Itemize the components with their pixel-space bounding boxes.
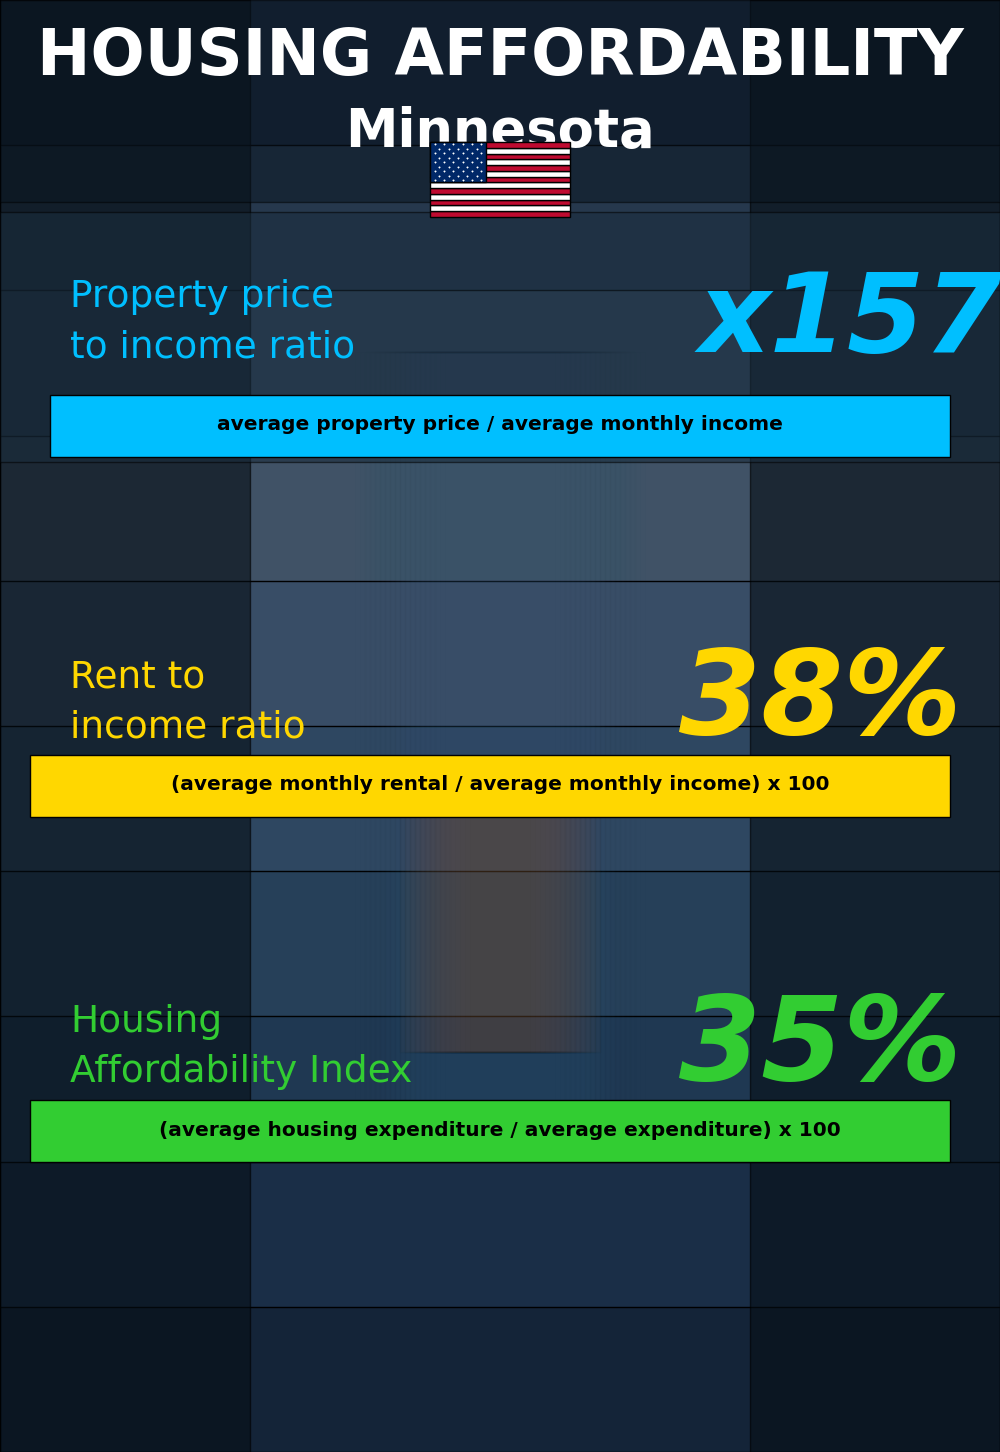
FancyBboxPatch shape (0, 1157, 1000, 1307)
FancyBboxPatch shape (430, 189, 570, 195)
FancyBboxPatch shape (50, 395, 950, 457)
FancyBboxPatch shape (0, 576, 1000, 726)
Text: average property price / average monthly income: average property price / average monthly… (217, 415, 783, 434)
FancyBboxPatch shape (0, 722, 1000, 871)
FancyBboxPatch shape (750, 0, 1000, 1452)
Text: HOUSING AFFORDABILITY: HOUSING AFFORDABILITY (37, 26, 963, 89)
FancyBboxPatch shape (430, 211, 570, 216)
Text: Minnesota: Minnesota (345, 106, 655, 158)
FancyBboxPatch shape (0, 0, 1000, 202)
Text: Rent to
income ratio: Rent to income ratio (70, 659, 306, 745)
Text: (average housing expenditure / average expenditure) x 100: (average housing expenditure / average e… (159, 1121, 841, 1140)
FancyBboxPatch shape (30, 1101, 950, 1162)
FancyBboxPatch shape (0, 431, 1000, 581)
FancyBboxPatch shape (0, 0, 250, 1452)
FancyBboxPatch shape (0, 286, 1000, 436)
FancyBboxPatch shape (430, 171, 570, 177)
FancyBboxPatch shape (430, 154, 570, 160)
FancyBboxPatch shape (430, 183, 570, 189)
FancyBboxPatch shape (0, 867, 1000, 1016)
Text: x157: x157 (698, 269, 1000, 376)
FancyBboxPatch shape (0, 0, 1000, 145)
Text: Property price
to income ratio: Property price to income ratio (70, 279, 355, 364)
Text: 38%: 38% (679, 645, 961, 759)
FancyBboxPatch shape (430, 206, 570, 211)
FancyBboxPatch shape (0, 1012, 1000, 1162)
FancyBboxPatch shape (430, 142, 486, 183)
FancyBboxPatch shape (430, 142, 570, 148)
FancyBboxPatch shape (430, 148, 570, 154)
FancyBboxPatch shape (430, 195, 570, 200)
FancyBboxPatch shape (30, 755, 950, 817)
FancyBboxPatch shape (430, 160, 570, 166)
Text: 35%: 35% (679, 989, 961, 1105)
Text: Housing
Affordability Index: Housing Affordability Index (70, 1003, 412, 1090)
FancyBboxPatch shape (430, 200, 570, 206)
Text: (average monthly rental / average monthly income) x 100: (average monthly rental / average monthl… (171, 775, 829, 794)
FancyBboxPatch shape (0, 141, 1000, 290)
FancyBboxPatch shape (0, 212, 1000, 462)
FancyBboxPatch shape (430, 166, 570, 171)
FancyBboxPatch shape (0, 1302, 1000, 1452)
FancyBboxPatch shape (430, 177, 570, 183)
